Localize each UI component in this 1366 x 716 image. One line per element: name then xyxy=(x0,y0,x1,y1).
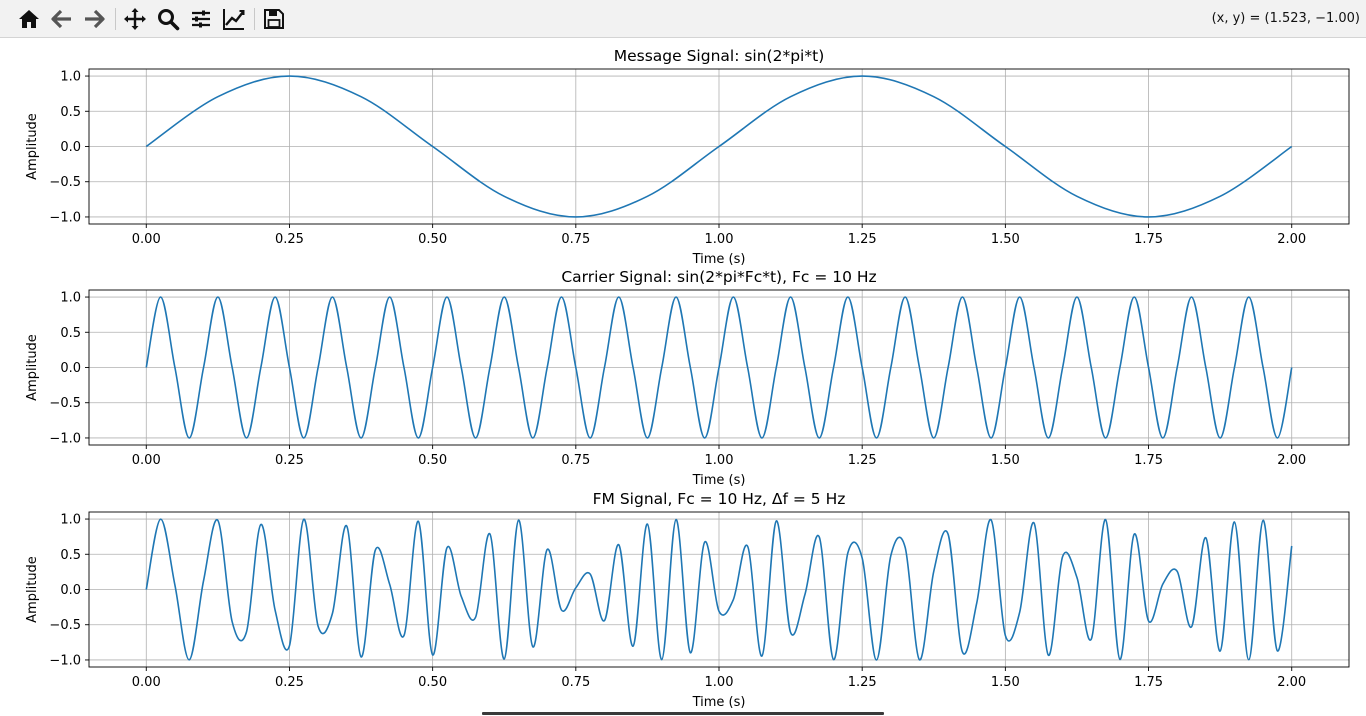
y-tick-label: −0.5 xyxy=(49,396,81,411)
y-axis-label: Amplitude xyxy=(25,334,40,401)
x-tick-label: 1.50 xyxy=(991,453,1020,468)
chart-title: Message Signal: sin(2*pi*t) xyxy=(614,47,825,65)
x-tick-label: 0.00 xyxy=(132,232,161,247)
edit-axes-icon xyxy=(223,9,245,30)
x-axis-label: Time (s) xyxy=(692,695,746,710)
x-tick-label: 1.75 xyxy=(1134,232,1163,247)
subplots-icon xyxy=(192,10,210,28)
x-tick-label: 2.00 xyxy=(1277,675,1306,690)
chart-title: Carrier Signal: sin(2*pi*Fc*t), Fc = 10 … xyxy=(561,268,876,286)
y-tick-label: 0.5 xyxy=(60,326,81,341)
y-tick-label: 0.5 xyxy=(60,105,81,120)
y-tick-label: 0.5 xyxy=(60,548,81,563)
x-tick-label: 0.00 xyxy=(132,675,161,690)
y-tick-label: 0.0 xyxy=(60,583,81,598)
series-line-1 xyxy=(145,75,1293,218)
x-axis-label: Time (s) xyxy=(692,473,746,488)
zoom-icon xyxy=(158,9,180,31)
y-tick-label: −1.0 xyxy=(49,431,81,446)
back-icon xyxy=(51,9,71,29)
series-line-1 xyxy=(145,518,1293,661)
home-button[interactable] xyxy=(15,5,43,33)
y-tick-label: −0.5 xyxy=(49,618,81,633)
toolbar-separator xyxy=(254,8,255,30)
x-tick-label: 0.25 xyxy=(275,675,304,690)
y-tick-label: −0.5 xyxy=(49,175,81,190)
x-axis-label: Time (s) xyxy=(692,252,746,267)
y-tick-label: 1.0 xyxy=(60,291,81,306)
window-scrollbar[interactable] xyxy=(482,712,884,715)
x-tick-label: 0.00 xyxy=(132,453,161,468)
pan-icon xyxy=(124,8,146,30)
y-tick-label: 1.0 xyxy=(60,513,81,528)
x-tick-label: 1.50 xyxy=(991,675,1020,690)
x-tick-label: 1.75 xyxy=(1134,453,1163,468)
x-tick-label: 0.50 xyxy=(418,453,447,468)
y-axis-label: Amplitude xyxy=(25,113,40,180)
x-tick-label: 1.00 xyxy=(705,675,734,690)
x-tick-label: 1.50 xyxy=(991,232,1020,247)
x-tick-label: 0.25 xyxy=(275,453,304,468)
home-icon xyxy=(19,10,39,28)
series-line-1 xyxy=(145,296,1293,439)
x-tick-label: 1.25 xyxy=(848,232,877,247)
y-tick-label: 1.0 xyxy=(60,70,81,85)
figure-canvas[interactable]: 0.00 0.25 0.50 0.75 1.00 1.25 1.50 1.75 2.001.00… xyxy=(0,38,1366,716)
y-tick-label: 0.0 xyxy=(60,361,81,376)
cursor-coordinates: (x, y) = (1.523, −1.00) xyxy=(1211,11,1360,26)
pan-button[interactable] xyxy=(121,5,149,33)
x-tick-label: 1.00 xyxy=(705,232,734,247)
x-tick-label: 2.00 xyxy=(1277,453,1306,468)
x-tick-label: 0.50 xyxy=(418,675,447,690)
y-axis-label: Amplitude xyxy=(25,556,40,623)
back-button[interactable] xyxy=(48,5,76,33)
chart-title: FM Signal, Fc = 10 Hz, Δf = 5 Hz xyxy=(593,490,846,508)
edit-axes-button[interactable] xyxy=(220,5,248,33)
x-tick-label: 1.25 xyxy=(848,675,877,690)
forward-button[interactable] xyxy=(80,5,108,33)
x-tick-label: 1.25 xyxy=(848,453,877,468)
x-tick-label: 0.50 xyxy=(418,232,447,247)
zoom-button[interactable] xyxy=(154,5,182,33)
x-tick-label: 0.75 xyxy=(561,675,590,690)
y-tick-label: −1.0 xyxy=(49,653,81,668)
subplot-1: 0.00 0.25 0.50 0.75 1.00 1.25 1.50 1.75 2.00 1.0 0… xyxy=(25,47,1350,267)
subplots-button[interactable] xyxy=(187,5,215,33)
forward-icon xyxy=(85,9,105,29)
y-tick-label: 0.0 xyxy=(60,140,81,155)
save-button[interactable] xyxy=(260,5,288,33)
x-tick-label: 1.00 xyxy=(705,453,734,468)
x-tick-label: 0.25 xyxy=(275,232,304,247)
subplot-3: 0.00 0.25 0.50 0.75 1.00 1.25 1.50 1.75 2.00 1.0 0… xyxy=(25,490,1350,710)
y-tick-label: −1.0 xyxy=(49,210,81,225)
save-icon xyxy=(264,9,284,29)
x-tick-label: 0.75 xyxy=(561,453,590,468)
navigation-toolbar: (x, y) = (1.523, −1.00) xyxy=(0,0,1366,38)
x-tick-label: 0.75 xyxy=(561,232,590,247)
toolbar-separator xyxy=(115,8,116,30)
subplot-2: 0.00 0.25 0.50 0.75 1.00 1.25 1.50 1.75 2.00 1.0 0… xyxy=(25,268,1350,488)
x-tick-label: 1.75 xyxy=(1134,675,1163,690)
x-tick-label: 2.00 xyxy=(1277,232,1306,247)
